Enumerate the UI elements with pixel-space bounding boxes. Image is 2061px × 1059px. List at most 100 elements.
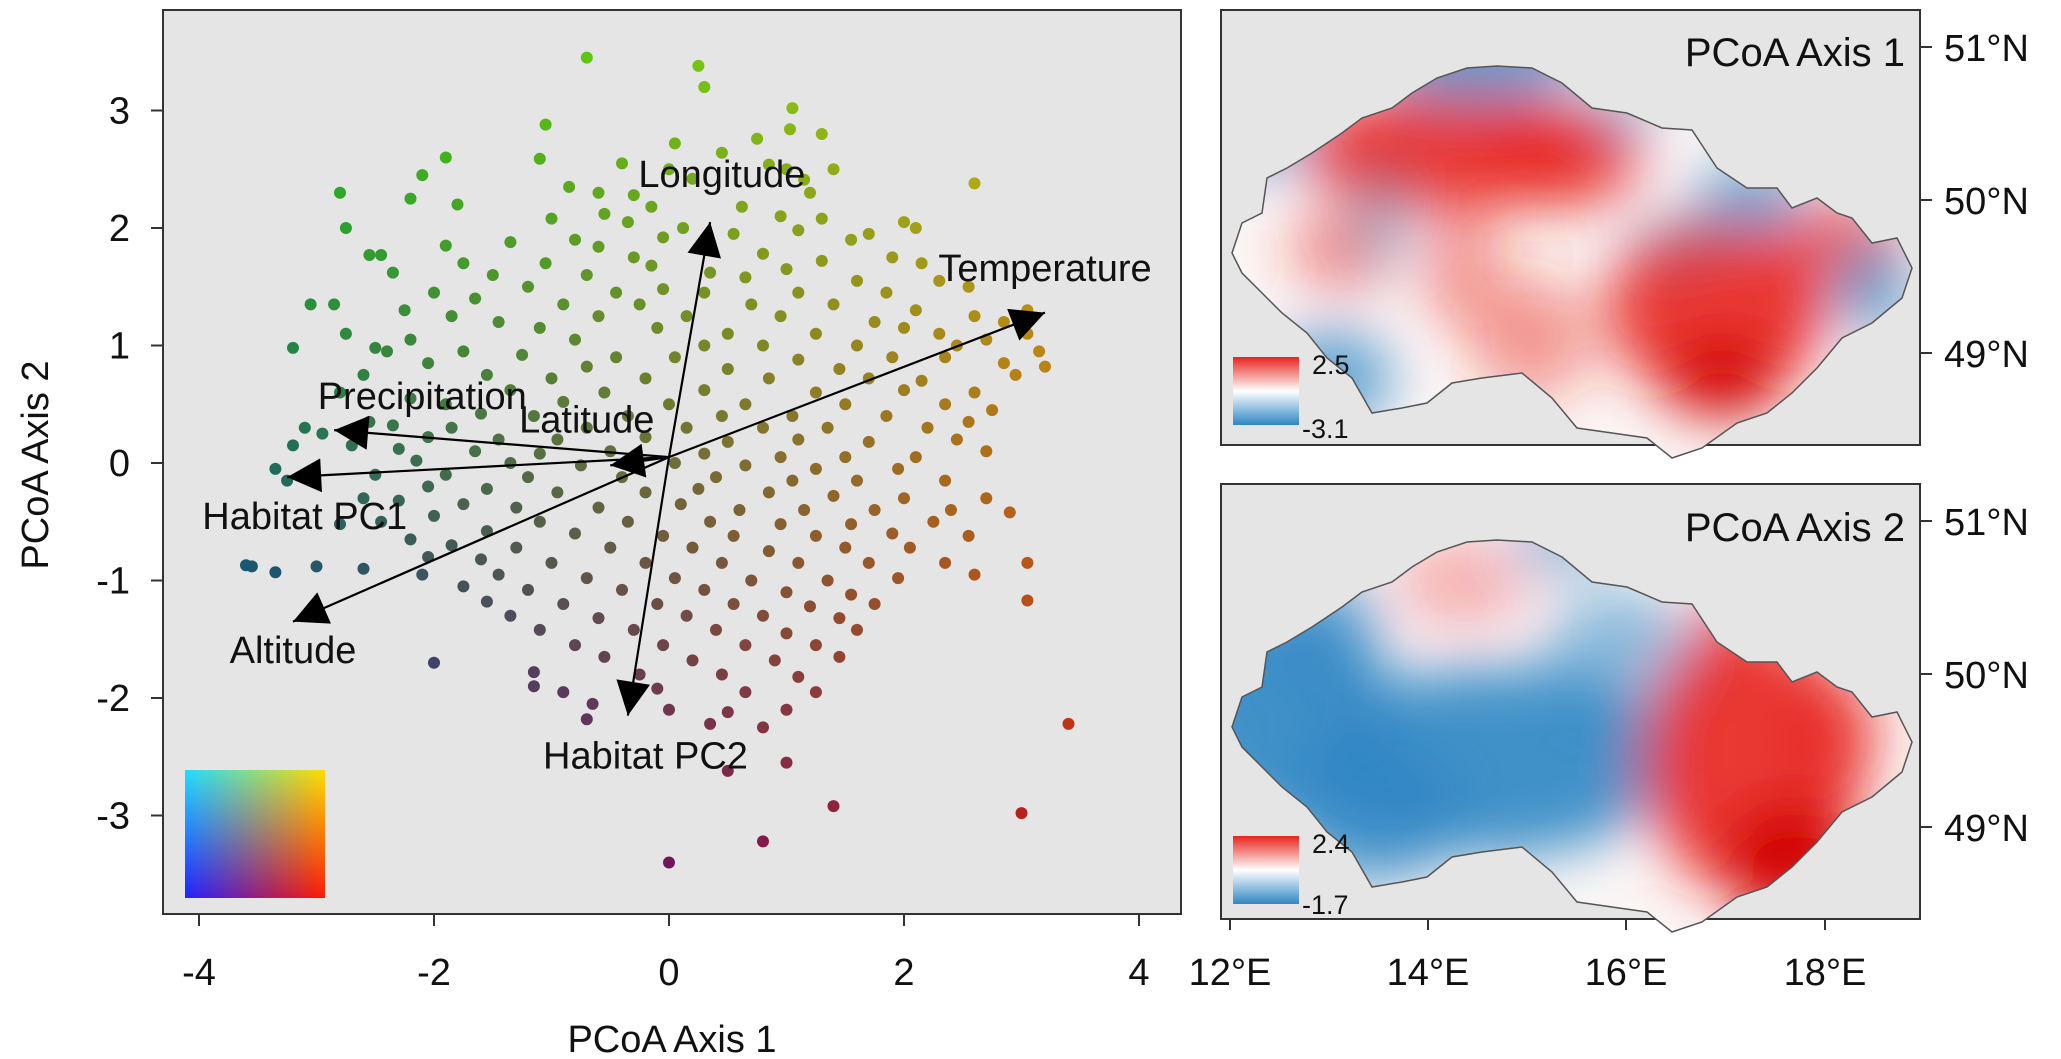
arrow-label: Altitude [230,630,357,672]
scatter-point [469,445,482,458]
scatter-point [533,447,546,460]
scatter-point [287,439,299,452]
scatter-point [334,518,346,531]
scatter-point [792,224,805,237]
scatter-point [821,421,834,434]
scatter-point [592,186,605,199]
scatter-point [469,292,482,305]
scatter-point [939,398,952,411]
scatter-point [792,433,805,446]
scatter-point [533,515,546,528]
map2-legend-bar [1233,836,1299,904]
scatter-point [945,504,957,516]
scatter-point [651,321,664,334]
scatter-point [698,583,711,596]
scatter-point [939,556,952,569]
scatter-point [804,186,816,199]
scatter-point [786,474,799,487]
scatter-point [903,541,916,554]
scatter-point [698,81,711,93]
scatter-point [862,227,875,240]
scatter-point [851,623,863,636]
x-axis-label: PCoA Axis 1 [567,1019,776,1059]
x-tick-label: -4 [182,952,216,994]
scatter-point [780,703,793,716]
scatter-point [563,180,576,193]
scatter-point [780,263,793,276]
scatter-point [784,123,796,136]
scatter-point [310,560,323,573]
scatter-point [604,541,617,554]
scatter-point [304,298,317,311]
scatter-point [639,486,652,499]
scatter-point [845,233,858,246]
scatter-point [545,372,558,385]
scatter-point [369,468,382,481]
lat-tick-label: 50°N [1944,181,2029,223]
scatter-point [909,451,922,464]
arrow-altitude [292,456,670,624]
scatter-point [704,266,717,279]
scatter-point [404,392,417,405]
scatter-point [1003,506,1016,519]
scatter-point [539,257,552,270]
scatter-point [880,286,893,299]
scatter-point [715,668,728,681]
scatter-point [780,756,793,769]
scatter-point [721,764,734,777]
scatter-point [486,269,499,281]
scatter-point [968,310,981,323]
scatter-point [710,623,722,636]
scatter-point [735,200,748,213]
scatter-point [762,545,775,558]
map-panel-axis2: PCoA Axis 2 2.4 -1.7 [1220,483,1921,933]
scatter-point [927,515,940,528]
scatter-point [768,654,781,667]
scatter-point [592,240,605,253]
scatter-point [786,410,799,422]
scatter-point [809,529,822,542]
scatter-point [457,345,470,358]
scatter-point [616,583,628,596]
scatter-point [445,421,458,434]
scatter-point [457,257,470,270]
scatter-point [686,654,699,667]
scatter-point [780,163,793,176]
scatter-point [627,189,640,202]
scatter-point [657,283,670,296]
scatter-point [997,357,1010,370]
scatter-point [980,492,993,505]
scatter-point [898,321,910,334]
scatter-point [721,327,734,340]
scatter-point [533,623,546,636]
scatter-point [422,480,435,493]
biplot-arrow-labels: Longitude Temperature PrecipitationLatitud… [202,154,1151,778]
map2-country-outline [1231,539,1913,933]
scatter-point [345,439,358,452]
scatter-point [580,421,593,434]
scatter-point [1033,345,1046,358]
scatter-point [416,568,429,581]
scatter-point [586,697,599,710]
scatter-point [1021,556,1034,569]
scatter-point [663,163,675,176]
scatter-point [792,286,805,299]
scatter-point [663,398,675,411]
map2-legend-max: 2.4 [1312,829,1350,859]
scatter-point [657,639,670,652]
scatter-point [839,541,852,554]
scatter-point [851,474,863,487]
scatter-point [868,598,881,610]
scatter-point [551,433,564,446]
scatter-point [909,222,922,234]
y-tick-label: -2 [96,678,130,720]
scatter-point [580,572,593,585]
scatter-point [539,118,552,131]
scatter-point [739,271,752,284]
scatter-point [939,474,952,487]
scatter-point [692,59,705,72]
lon-tick-label: 12°E [1189,952,1272,994]
scatter-point [422,551,435,563]
lon-tick-label: 16°E [1585,952,1668,994]
scatter-point [504,609,517,622]
